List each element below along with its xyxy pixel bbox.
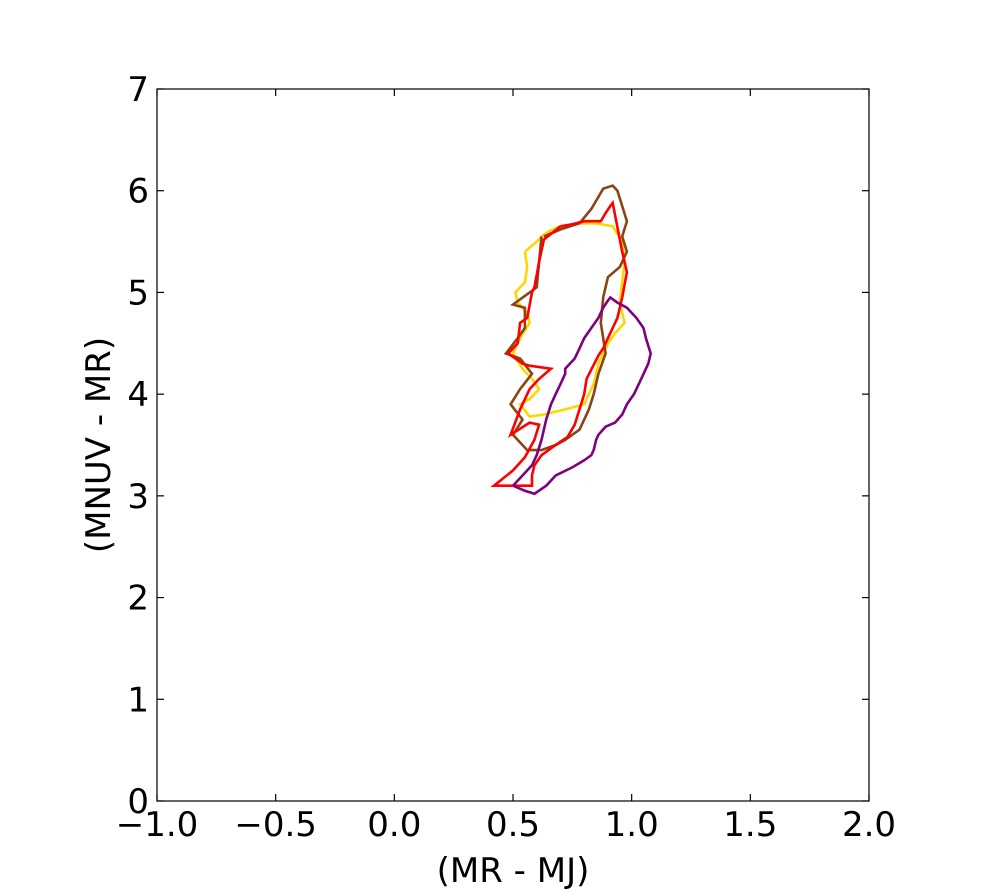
contour-series-3 — [490, 199, 629, 488]
x-tick-label: −1.0 — [116, 805, 199, 845]
x-tick-label: 1.0 — [605, 805, 659, 845]
tick-labels-layer: −1.0 −0.5 0.0 0.5 1.0 1.5 2.0 0 1 2 3 4 5 6 7 — [116, 70, 896, 845]
y-tick-label: 6 — [127, 172, 149, 212]
y-tick-label: 2 — [127, 579, 149, 619]
y-tick-label: 4 — [127, 375, 149, 415]
x-tick-label: 0.0 — [367, 805, 421, 845]
y-tick-label: 0 — [127, 782, 149, 822]
x-axis-label: (MR - MJ) — [437, 851, 590, 890]
x-tick-label: 1.5 — [723, 805, 777, 845]
x-tick-label: −0.5 — [234, 805, 317, 845]
y-tick-label: 5 — [127, 273, 149, 313]
x-tick-label: 2.0 — [842, 805, 896, 845]
contour-series-4 — [512, 295, 653, 496]
ticks-layer — [156, 88, 870, 802]
y-tick-label: 7 — [127, 70, 149, 110]
series-layer — [490, 184, 653, 496]
y-tick-label: 3 — [127, 477, 149, 517]
y-axis-label: (MNUV - MR) — [79, 337, 119, 553]
x-tick-label: 0.5 — [486, 805, 540, 845]
y-tick-label: 1 — [127, 680, 149, 720]
contour-series-1 — [511, 222, 626, 418]
